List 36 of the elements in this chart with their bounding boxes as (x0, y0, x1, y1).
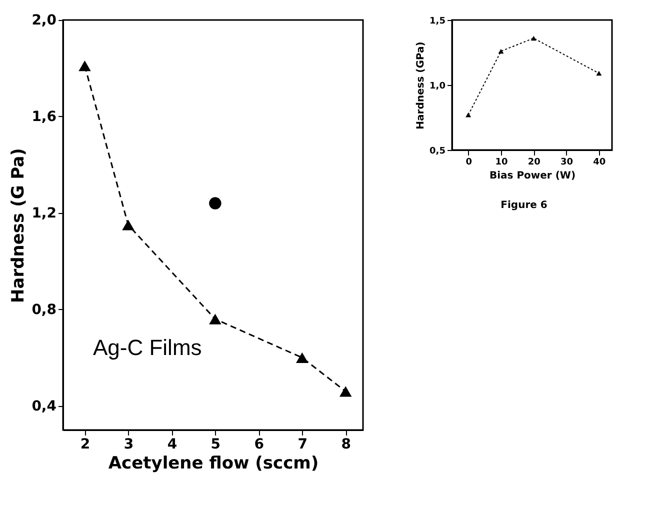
y-tick-label: 1,0 (430, 82, 446, 92)
y-tick-label: 0,4 (32, 398, 57, 414)
x-tick-label: 20 (528, 158, 540, 168)
x-axis-title: Bias Power (W) (489, 170, 576, 182)
x-tick-label: 30 (560, 158, 574, 168)
y-tick-label: 1,5 (430, 16, 446, 26)
point (466, 112, 472, 118)
point (78, 60, 91, 72)
y-tick-label: 0,5 (430, 146, 446, 156)
point (339, 386, 352, 397)
x-tick-label: 7 (298, 436, 308, 452)
x-tick-label: 8 (341, 436, 351, 452)
point (209, 197, 222, 210)
y-tick-label: 0,8 (32, 302, 56, 318)
x-tick-label: 2 (80, 436, 90, 452)
x-axis-title: Acetylene flow (sccm) (108, 454, 319, 474)
x-tick-label: 40 (593, 158, 606, 168)
x-tick-label: 4 (167, 436, 178, 452)
point (596, 70, 602, 76)
x-tick-label: 5 (210, 436, 221, 452)
annotation: Ag-C Films (93, 335, 202, 360)
point (122, 220, 134, 230)
point (498, 48, 504, 54)
x-tick-label: 0 (466, 158, 472, 168)
y-tick-label: 1,6 (32, 108, 56, 125)
point (296, 352, 308, 363)
x-tick-label: 10 (495, 158, 508, 168)
caption: Figure 6 (500, 200, 548, 211)
x-tick-label: 3 (124, 436, 134, 452)
x-tick-label: 6 (254, 436, 264, 452)
point (209, 314, 222, 324)
y-tick-label: 2,0 (32, 12, 57, 28)
point (530, 36, 536, 41)
y-tick-label: 1,2 (32, 205, 56, 222)
y-axis-title: Hardness (GPa) (416, 42, 427, 130)
y-axis-title: Hardness (G Pa) (8, 148, 29, 303)
